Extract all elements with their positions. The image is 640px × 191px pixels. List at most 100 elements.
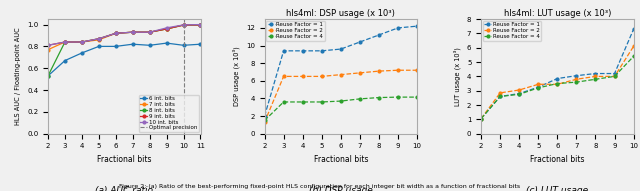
Reuse Factor = 4	[477, 117, 485, 120]
Y-axis label: DSP usage (x 10³): DSP usage (x 10³)	[233, 47, 240, 106]
Reuse Factor = 2	[573, 78, 580, 80]
Reuse Factor = 4	[299, 101, 307, 103]
Reuse Factor = 2	[260, 121, 268, 123]
Reuse Factor = 1	[375, 34, 383, 36]
Reuse Factor = 1	[534, 86, 542, 88]
10 int. bits	[180, 24, 188, 26]
Line: 10 int. bits: 10 int. bits	[47, 23, 202, 47]
Text: (c) LUT usage: (c) LUT usage	[526, 186, 588, 191]
Reuse Factor = 4	[260, 119, 268, 122]
7 int. bits	[196, 24, 204, 26]
7 int. bits	[146, 31, 154, 33]
Title: hls4ml: DSP usage (x 10³): hls4ml: DSP usage (x 10³)	[286, 9, 396, 18]
6 int. bits	[129, 43, 136, 45]
Legend: Reuse Factor = 1, Reuse Factor = 2, Reuse Factor = 4: Reuse Factor = 1, Reuse Factor = 2, Reus…	[483, 21, 541, 41]
7 int. bits	[129, 31, 136, 33]
7 int. bits	[112, 32, 120, 34]
Reuse Factor = 4	[318, 101, 326, 103]
Reuse Factor = 1	[477, 117, 485, 120]
7 int. bits	[44, 49, 52, 51]
9 int. bits	[163, 28, 170, 30]
8 int. bits	[44, 75, 52, 77]
Text: Figure 2: (a) Ratio of the best-performing fixed-point HLS configuration for eac: Figure 2: (a) Ratio of the best-performi…	[120, 184, 520, 189]
6 int. bits	[61, 59, 68, 62]
Reuse Factor = 4	[497, 95, 504, 98]
10 int. bits	[129, 31, 136, 33]
7 int. bits	[61, 41, 68, 43]
Line: 6 int. bits: 6 int. bits	[47, 42, 202, 77]
7 int. bits	[78, 41, 86, 43]
Reuse Factor = 4	[394, 96, 402, 98]
Reuse Factor = 2	[280, 75, 287, 78]
Reuse Factor = 2	[630, 45, 637, 47]
Reuse Factor = 4	[573, 81, 580, 83]
9 int. bits	[44, 44, 52, 46]
Reuse Factor = 1	[573, 74, 580, 77]
10 int. bits	[112, 32, 120, 34]
Reuse Factor = 2	[477, 117, 485, 120]
9 int. bits	[196, 24, 204, 26]
7 int. bits	[163, 28, 170, 30]
Reuse Factor = 1	[591, 72, 599, 75]
Reuse Factor = 2	[318, 75, 326, 78]
8 int. bits	[61, 41, 68, 43]
8 int. bits	[112, 32, 120, 34]
Line: 9 int. bits: 9 int. bits	[47, 23, 202, 47]
Reuse Factor = 4	[337, 100, 344, 102]
Title: hls4ml: LUT usage (x 10³): hls4ml: LUT usage (x 10³)	[504, 9, 611, 18]
Reuse Factor = 1	[318, 50, 326, 52]
Reuse Factor = 1	[337, 48, 344, 50]
Line: Reuse Factor = 1: Reuse Factor = 1	[480, 28, 635, 120]
6 int. bits	[180, 44, 188, 46]
6 int. bits	[44, 75, 52, 77]
6 int. bits	[163, 42, 170, 44]
Reuse Factor = 4	[280, 101, 287, 103]
8 int. bits	[95, 38, 102, 40]
Reuse Factor = 2	[554, 83, 561, 85]
10 int. bits	[78, 41, 86, 43]
Reuse Factor = 4	[375, 96, 383, 99]
Line: 7 int. bits: 7 int. bits	[47, 23, 202, 51]
6 int. bits	[196, 43, 204, 45]
Line: Reuse Factor = 4: Reuse Factor = 4	[263, 96, 419, 122]
9 int. bits	[61, 41, 68, 43]
9 int. bits	[95, 38, 102, 40]
9 int. bits	[180, 24, 188, 26]
Reuse Factor = 2	[591, 75, 599, 78]
Reuse Factor = 2	[356, 72, 364, 74]
9 int. bits	[112, 32, 120, 34]
Reuse Factor = 1	[611, 72, 618, 75]
9 int. bits	[129, 31, 136, 33]
Line: Reuse Factor = 1: Reuse Factor = 1	[263, 25, 419, 117]
X-axis label: Fractional bits: Fractional bits	[314, 155, 368, 164]
Reuse Factor = 1	[280, 50, 287, 52]
9 int. bits	[78, 41, 86, 43]
Reuse Factor = 4	[413, 96, 421, 98]
Reuse Factor = 4	[534, 87, 542, 89]
7 int. bits	[180, 24, 188, 26]
8 int. bits	[129, 31, 136, 33]
Reuse Factor = 2	[497, 92, 504, 94]
6 int. bits	[146, 44, 154, 46]
Text: (b) DSP usage: (b) DSP usage	[309, 186, 372, 191]
8 int. bits	[180, 24, 188, 26]
Y-axis label: LUT usage (x 10³): LUT usage (x 10³)	[454, 47, 461, 106]
8 int. bits	[196, 24, 204, 26]
Reuse Factor = 4	[515, 93, 523, 96]
Line: Reuse Factor = 2: Reuse Factor = 2	[263, 69, 419, 124]
10 int. bits	[196, 23, 204, 26]
Reuse Factor = 4	[591, 78, 599, 80]
6 int. bits	[78, 52, 86, 54]
Legend: 6 int. bits, 7 int. bits, 8 int. bits, 9 int. bits, 10 int. bits, Optimal precis: 6 int. bits, 7 int. bits, 8 int. bits, 9…	[139, 95, 199, 132]
X-axis label: Fractional bits: Fractional bits	[530, 155, 584, 164]
10 int. bits	[146, 31, 154, 33]
10 int. bits	[163, 27, 170, 29]
Reuse Factor = 1	[497, 95, 504, 98]
8 int. bits	[146, 31, 154, 33]
Reuse Factor = 2	[515, 89, 523, 91]
Reuse Factor = 4	[554, 83, 561, 85]
Line: 8 int. bits: 8 int. bits	[47, 23, 202, 77]
Reuse Factor = 4	[611, 75, 618, 78]
10 int. bits	[61, 41, 68, 43]
9 int. bits	[146, 31, 154, 33]
